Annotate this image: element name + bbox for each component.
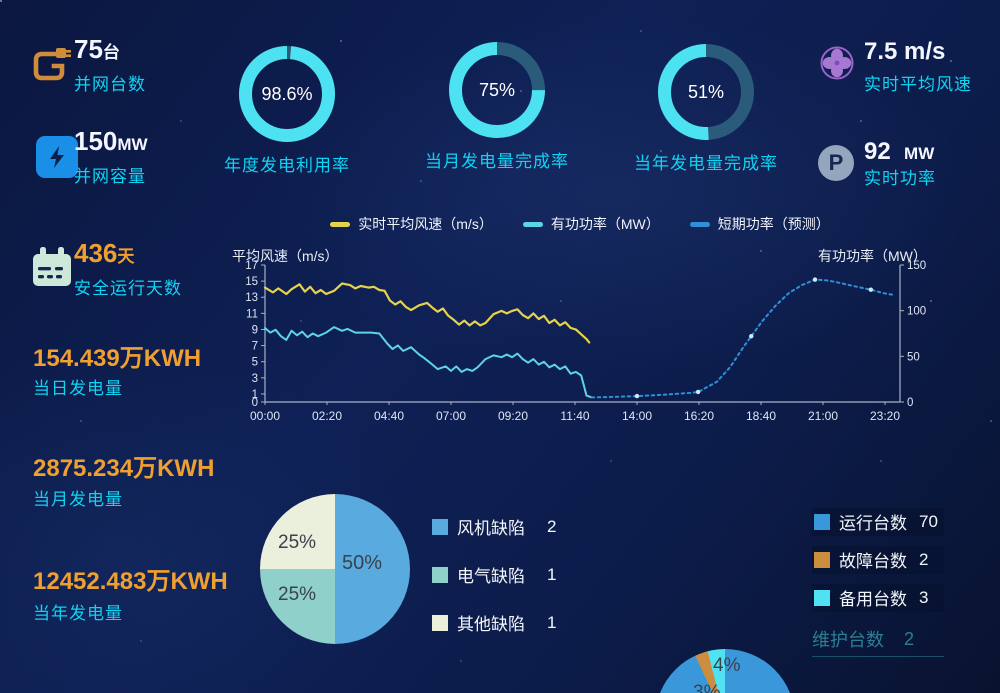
fleet-pie-label-3: 3% — [693, 682, 721, 693]
grid-connected-units-value: 75台 — [74, 34, 120, 64]
defect-pie-label-50: 50% — [342, 552, 383, 574]
monthly-completion-label: 当月发电量完成率 — [425, 152, 569, 171]
fleet-pie-label-4: 4% — [713, 655, 741, 676]
svg-text:150: 150 — [907, 260, 926, 272]
monthly-generation-value: 2875.234万KWH — [33, 455, 215, 482]
fleet-pie-legend: 运行台数 70 故障台数 2 备用台数 3 维护台数 2 — [812, 508, 944, 657]
fleet-status-pie-chart: 4% 3% 93% — [655, 649, 795, 693]
right-axis-title: 有功功率（MW） — [818, 248, 927, 264]
plug-icon — [24, 40, 74, 90]
yearly-completion-label: 当年发电量完成率 — [634, 154, 778, 173]
lightning-icon — [36, 136, 78, 178]
annual-utilization-gauge: 98.6% 年度发电利用率 — [187, 46, 387, 176]
daily-generation-value: 154.439万KWH — [33, 345, 202, 372]
safe-operation-days-value: 436天 — [74, 238, 135, 268]
svg-text:0: 0 — [252, 397, 258, 409]
svg-text:1: 1 — [252, 389, 258, 401]
svg-text:23:20: 23:20 — [870, 409, 900, 423]
legend-item-running-units[interactable]: 运行台数 70 — [812, 508, 944, 536]
defect-pie-label-25-bottom: 25% — [278, 584, 317, 605]
wind-speed-swatch — [330, 221, 351, 227]
donut-ring — [658, 44, 754, 140]
grid-capacity-value: 150MW — [74, 126, 148, 156]
running-units-swatch — [814, 513, 830, 530]
electrical-defects-swatch — [432, 566, 448, 583]
fault-units-swatch — [814, 551, 830, 568]
svg-text:11: 11 — [246, 308, 258, 320]
svg-text:18:40: 18:40 — [746, 409, 776, 423]
grid-connected-units-label: 并网台数 — [74, 75, 146, 94]
yearly-completion-percent: 51% — [687, 81, 725, 102]
svg-text:7: 7 — [252, 341, 258, 353]
legend-item-standby-units[interactable]: 备用台数 3 — [812, 584, 944, 612]
annual-utilization-percent: 98.6% — [261, 83, 313, 104]
svg-text:15: 15 — [245, 276, 258, 288]
svg-text:16:20: 16:20 — [684, 409, 714, 423]
yearly-generation-label: 当年发电量 — [33, 604, 123, 623]
legend-item-other-defects[interactable]: 其他缺陷 1 — [432, 610, 556, 635]
standby-units-swatch — [814, 589, 830, 606]
svg-text:100: 100 — [907, 306, 926, 318]
daily-generation-label: 当日发电量 — [33, 379, 123, 398]
defect-pie-chart: 50% 25% 25% — [260, 494, 410, 644]
safe-operation-days-label: 安全运行天数 — [74, 279, 182, 298]
calendar-icon — [27, 243, 77, 298]
power-p-icon: P — [818, 145, 854, 181]
svg-text:07:00: 07:00 — [436, 409, 466, 423]
turbine-defects-swatch — [432, 518, 448, 535]
monthly-generation-label: 当月发电量 — [33, 490, 123, 509]
legend-item-active-power[interactable]: 有功功率（MW） — [522, 214, 660, 234]
svg-text:04:40: 04:40 — [374, 409, 404, 423]
svg-text:21:00: 21:00 — [808, 409, 838, 423]
yearly-completion-gauge: 51% 当年发电量完成率 — [606, 44, 806, 174]
svg-text:02:20: 02:20 — [312, 409, 342, 423]
monthly-completion-percent: 75% — [478, 79, 516, 100]
active-power-swatch — [522, 221, 543, 227]
realtime-power-label: 实时功率 — [864, 169, 936, 188]
monthly-completion-gauge: 75% 当月发电量完成率 — [397, 42, 597, 172]
defect-pie-legend: 风机缺陷 2 电气缺陷 1 其他缺陷 1 — [432, 514, 556, 635]
left-axis-title: 平均风速（m/s） — [232, 248, 339, 264]
legend-item-forecast-power[interactable]: 短期功率（预测） — [689, 214, 830, 234]
svg-text:11:40: 11:40 — [560, 409, 589, 423]
realtime-wind-speed-label: 实时平均风速 — [864, 75, 972, 94]
svg-text:14:00: 14:00 — [622, 409, 652, 423]
forecast-power-swatch — [689, 221, 710, 227]
legend-item-maintenance-units[interactable]: 维护台数 2 — [812, 626, 944, 657]
defect-pie-label-25-top: 25% — [278, 532, 317, 553]
yearly-generation-value: 12452.483万KWH — [33, 568, 228, 595]
annual-utilization-label: 年度发电利用率 — [224, 156, 350, 175]
grid-capacity-label: 并网容量 — [74, 167, 146, 186]
legend-item-wind-speed[interactable]: 实时平均风速（m/s） — [330, 214, 493, 234]
line-chart-legend: 实时平均风速（m/s） 有功功率（MW） 短期功率（预测） — [230, 214, 930, 234]
svg-text:0: 0 — [907, 397, 913, 409]
other-defects-swatch — [432, 614, 448, 631]
realtime-power-value: 92 MW — [864, 138, 935, 165]
svg-text:17: 17 — [245, 260, 258, 272]
svg-text:00:00: 00:00 — [250, 409, 280, 423]
legend-item-turbine-defects[interactable]: 风机缺陷 2 — [432, 514, 556, 539]
legend-item-electrical-defects[interactable]: 电气缺陷 1 — [432, 562, 556, 587]
svg-text:13: 13 — [245, 292, 258, 304]
svg-text:3: 3 — [252, 373, 258, 385]
donut-ring — [449, 42, 545, 138]
svg-text:9: 9 — [252, 324, 258, 336]
fan-icon — [819, 45, 855, 86]
legend-item-fault-units[interactable]: 故障台数 2 — [812, 546, 944, 574]
svg-text:09:20: 09:20 — [498, 409, 528, 423]
svg-text:5: 5 — [252, 357, 258, 369]
svg-text:50: 50 — [907, 351, 920, 363]
realtime-wind-speed-value: 7.5 m/s — [864, 38, 946, 65]
donut-ring — [239, 46, 335, 142]
